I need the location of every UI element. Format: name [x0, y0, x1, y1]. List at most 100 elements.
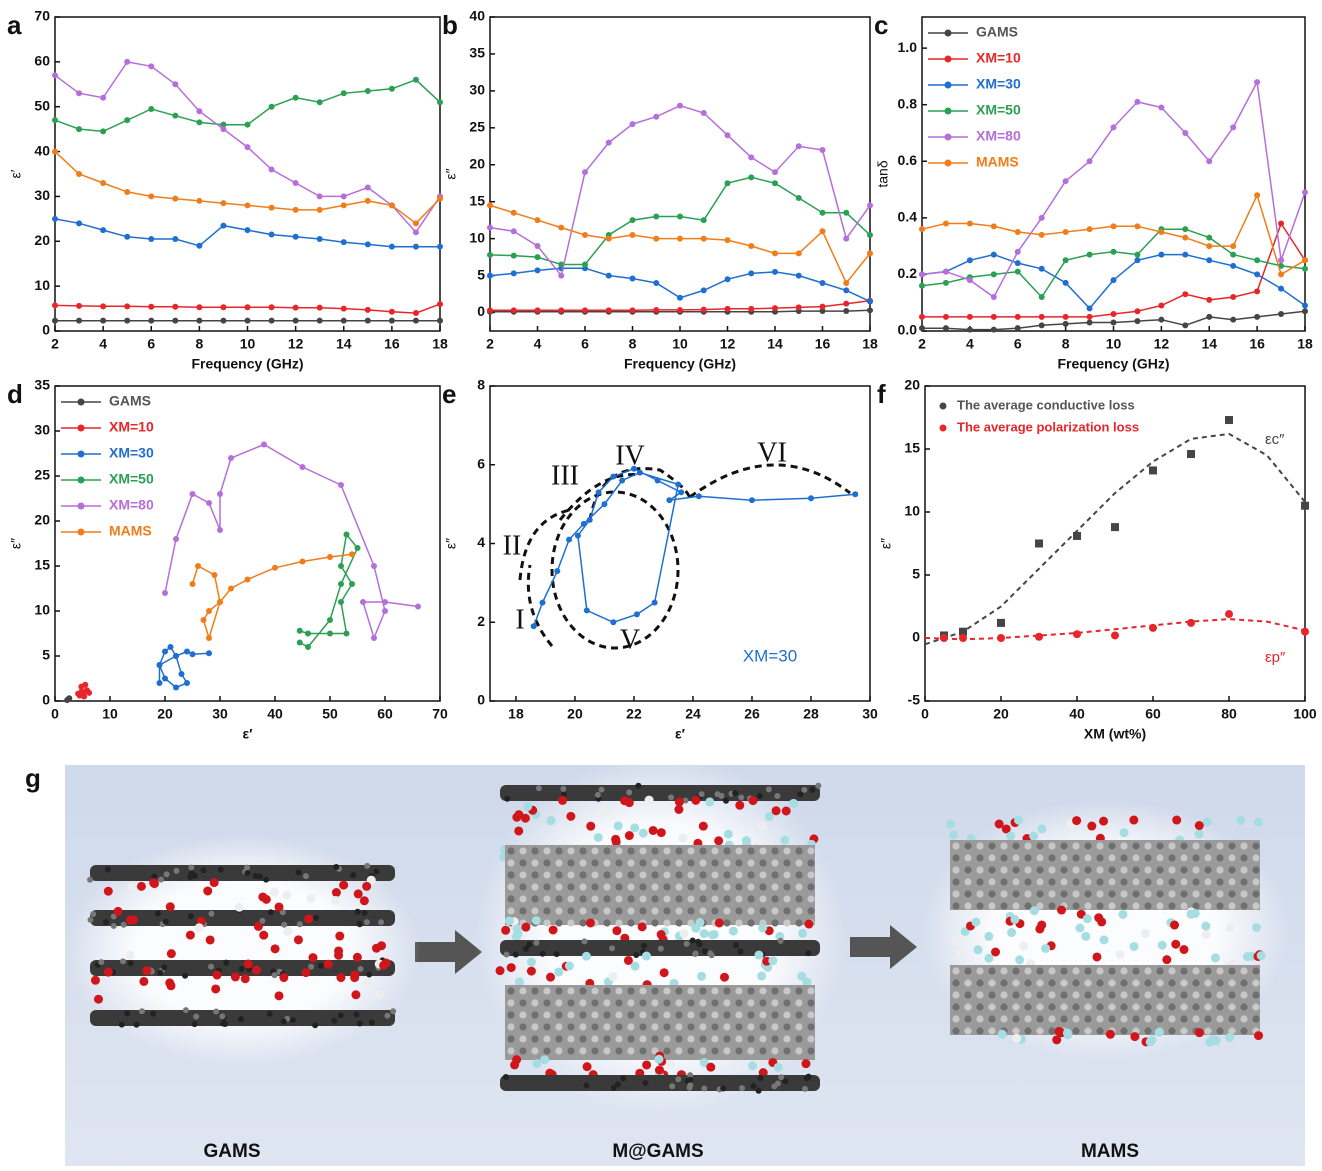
- atom: [219, 1013, 225, 1019]
- atom: [1130, 1032, 1139, 1041]
- atom: [711, 1047, 718, 1054]
- atom: [262, 895, 271, 904]
- atom: [1240, 842, 1247, 849]
- atom: [663, 859, 670, 866]
- atom: [952, 937, 961, 946]
- x-tick-label: 24: [685, 706, 701, 722]
- point: [172, 304, 178, 310]
- atom: [1168, 890, 1175, 897]
- point: [558, 225, 564, 231]
- atom: [757, 793, 763, 799]
- atom: [802, 1086, 808, 1092]
- atom: [663, 1023, 670, 1030]
- atom: [615, 999, 622, 1006]
- atom: [1228, 979, 1235, 986]
- atom: [615, 1047, 622, 1054]
- atom: [639, 1023, 646, 1030]
- atom: [771, 847, 778, 854]
- atom: [1024, 991, 1031, 998]
- x-tick-label: 50: [322, 706, 338, 722]
- atom: [774, 1063, 783, 1072]
- point: [100, 227, 106, 233]
- point: [173, 685, 179, 691]
- point: [341, 318, 347, 324]
- atom: [1168, 902, 1175, 909]
- point: [1206, 297, 1212, 303]
- atom: [519, 999, 526, 1006]
- atom: [290, 1017, 296, 1023]
- atom: [1072, 866, 1079, 873]
- point: [1278, 221, 1284, 227]
- point: [338, 599, 344, 605]
- atom: [1048, 854, 1055, 861]
- atom: [747, 907, 754, 914]
- point: [701, 307, 707, 313]
- atom: [782, 806, 791, 815]
- atom: [952, 1003, 959, 1010]
- point: [389, 244, 395, 250]
- point: [100, 95, 106, 101]
- point: [748, 243, 754, 249]
- point: [531, 623, 537, 629]
- atom: [608, 972, 617, 981]
- point: [820, 280, 826, 286]
- atom: [308, 953, 317, 962]
- point: [196, 243, 202, 249]
- atom: [507, 871, 514, 878]
- atom: [675, 987, 682, 994]
- atom: [555, 895, 562, 902]
- point: [487, 252, 493, 258]
- point: [967, 221, 973, 227]
- legend-marker: [945, 134, 952, 141]
- point: [584, 607, 590, 613]
- atom: [651, 847, 658, 854]
- atom: [603, 999, 610, 1006]
- atom: [507, 1023, 514, 1030]
- atom: [128, 960, 134, 966]
- atom: [699, 1011, 706, 1018]
- atom: [1024, 1015, 1031, 1022]
- atom: [543, 847, 550, 854]
- atom: [213, 1008, 219, 1014]
- mxene-block: [950, 840, 1260, 910]
- arc-label: IV: [615, 440, 645, 471]
- point: [843, 280, 849, 286]
- atom: [1129, 816, 1138, 825]
- point: [172, 196, 178, 202]
- point: [162, 649, 168, 655]
- atom: [795, 1035, 802, 1042]
- point: [157, 680, 163, 686]
- y-tick-label: 6: [477, 455, 485, 471]
- atom: [675, 1011, 682, 1018]
- atom: [1204, 902, 1211, 909]
- point: [317, 99, 323, 105]
- atom: [1192, 890, 1199, 897]
- atom: [1012, 878, 1019, 885]
- panel-label: e: [442, 379, 456, 409]
- atom: [615, 871, 622, 878]
- atom: [1162, 955, 1171, 964]
- atom: [519, 883, 526, 890]
- point: [52, 302, 58, 308]
- x-axis-label: Frequency (GHz): [1057, 356, 1169, 372]
- point: [1254, 271, 1260, 277]
- atom: [795, 1047, 802, 1054]
- atom: [675, 1023, 682, 1030]
- atom: [651, 907, 658, 914]
- atom: [567, 1035, 574, 1042]
- atom: [705, 797, 714, 806]
- arc-label: V: [620, 624, 640, 655]
- y-axis-label: ε″: [443, 538, 459, 549]
- point: [179, 671, 185, 677]
- atom: [738, 795, 744, 801]
- point: [1182, 322, 1188, 328]
- atom: [654, 1055, 663, 1064]
- atom: [523, 802, 532, 811]
- x-tick-label: 0: [921, 706, 929, 722]
- x-tick-label: 60: [377, 706, 393, 722]
- atom: [540, 951, 546, 957]
- atom: [1084, 842, 1091, 849]
- atom: [1072, 991, 1079, 998]
- atom: [1204, 854, 1211, 861]
- atom: [651, 859, 658, 866]
